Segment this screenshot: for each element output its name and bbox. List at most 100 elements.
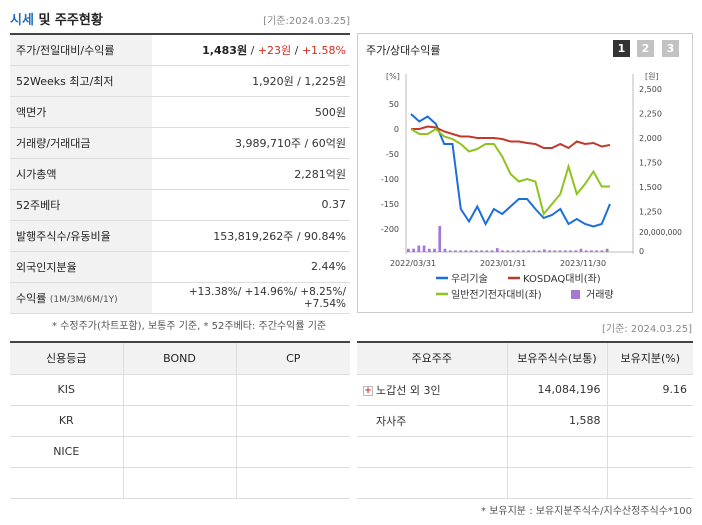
holder-name: 자사주 (376, 414, 407, 428)
volume-bar (548, 250, 551, 252)
volume-bar (443, 248, 447, 252)
volume-bar (422, 245, 426, 252)
expand-plus-icon[interactable]: + (363, 385, 373, 396)
col-header: 신용등급 (10, 342, 123, 375)
sep: / (291, 43, 302, 57)
x-tick-label: 2023/11/30 (560, 259, 606, 268)
left-tick-label: -150 (381, 200, 399, 209)
table-row: NICE (10, 436, 350, 468)
volume-bar (495, 248, 499, 252)
info-row: 시가총액 2,281억원 (10, 158, 350, 190)
legend-label: 우리기술 (451, 273, 488, 285)
table-row (357, 436, 693, 468)
change-value: +23원 (257, 43, 292, 57)
volume-bar (600, 250, 604, 252)
volume-bar (532, 250, 536, 252)
volume-bar (574, 250, 578, 252)
rating-agency: NICE (10, 436, 123, 468)
legend-label: KOSDAQ대비(좌) (523, 273, 601, 285)
volume-bar (590, 250, 593, 252)
legend-label: 거래량 (586, 289, 614, 301)
holders-header-row: 주요주주 보유주식수(보통) 보유지분(%) (357, 342, 693, 375)
series-line (411, 125, 611, 150)
volume-bar (475, 250, 478, 252)
holder-pct (606, 467, 693, 499)
volume-bar (433, 248, 436, 252)
chart-page-1-button[interactable]: 1 (613, 40, 630, 57)
left-tick-label: -50 (386, 150, 399, 159)
cp-rating (235, 467, 350, 499)
footnote-2: * 보유지분 : 보유지분주식수/지수산정주식수*100 (481, 506, 692, 517)
right-tick-label: 2,250 (639, 110, 662, 119)
volume-bar (427, 248, 431, 252)
holder-shares: 1,588 (506, 405, 607, 437)
volume-bar (490, 250, 494, 252)
info-row: 발행주식수/유동비율 153,819,262주 / 90.84% (10, 220, 350, 252)
bond-rating (122, 405, 236, 437)
credit-header-row: 신용등급 BOND CP (10, 342, 350, 375)
volume-bar (417, 245, 421, 252)
price-value: 1,483원 (202, 43, 248, 57)
volume-bar (480, 250, 483, 252)
series-line (410, 113, 611, 228)
holder-shares: 14,084,196 (506, 374, 607, 406)
bond-rating (122, 436, 236, 468)
footnote: * 수정주가(차트포함), 보통주 기준, * 52주베타: 주간수익률 기준 (52, 321, 327, 332)
info-label: 액면가 (10, 96, 152, 128)
rating-agency (10, 467, 123, 499)
cp-rating (235, 436, 350, 468)
info-value: 1,920원 / 1,225원 (152, 65, 350, 97)
returns-label: 수익률 (16, 291, 47, 305)
volume-bar (516, 250, 520, 252)
holder-pct (606, 436, 693, 468)
holder-name (357, 467, 507, 499)
table-row: 자사주 1,588 (357, 405, 693, 437)
rating-agency: KIS (10, 374, 123, 406)
col-header: 보유주식수(보통) (506, 342, 607, 375)
base-date-2: [기준: 2024.03.25] (601, 324, 692, 335)
info-label: 52Weeks 최고/최저 (10, 65, 152, 97)
title-rest: 및 주주현황 (33, 13, 103, 28)
info-value: 153,819,262주 / 90.84% (152, 220, 350, 252)
col-header: BOND (122, 342, 236, 375)
info-row: 외국인지분율 2.44% (10, 251, 350, 283)
info-value: 500원 (152, 96, 350, 128)
holder-name-cell: + 노갑선 외 3인 (357, 374, 507, 406)
right-tick-label: 1,750 (639, 159, 662, 168)
right-axis-unit: [원] (645, 72, 659, 81)
chart-page-3-button[interactable]: 3 (662, 40, 679, 57)
info-label: 거래량/거래대금 (10, 127, 152, 159)
volume-bar (569, 250, 572, 252)
volume-bar (454, 250, 457, 252)
volume-bar (605, 248, 609, 252)
info-row: 거래량/거래대금 3,989,710주 / 60억원 (10, 127, 350, 159)
chart-page-2-button[interactable]: 2 (637, 40, 654, 57)
info-label: 52주베타 (10, 189, 152, 221)
holder-pct (606, 405, 693, 437)
major-shareholders-table: 주요주주 보유주식수(보통) 보유지분(%) + 노갑선 외 3인 14,084,… (357, 341, 693, 499)
volume-bar (579, 248, 583, 252)
volume-bar (469, 250, 473, 252)
table-row: KR (10, 405, 350, 437)
info-label: 주가/전일대비/수익률 (10, 34, 152, 66)
table-row: + 노갑선 외 3인 14,084,196 9.16 (357, 374, 693, 406)
bond-rating (122, 374, 236, 406)
info-value: 0.37 (152, 189, 350, 221)
info-value: 3,989,710주 / 60억원 (152, 127, 350, 159)
info-row: 52주베타 0.37 (10, 189, 350, 221)
holder-pct: 9.16 (606, 374, 693, 406)
info-label: 발행주식수/유동비율 (10, 220, 152, 252)
holder-name-cell: 자사주 (357, 405, 507, 437)
holder-shares (506, 436, 607, 468)
price-info-table: 주가/전일대비/수익률 1,483원 / +23원 / +1.58% 52Wee… (10, 33, 350, 314)
volume-bar (501, 250, 504, 252)
chart-title: 주가/상대수익률 (366, 44, 441, 57)
info-value: 2.44% (152, 251, 350, 283)
right-tick-label: 2,500 (639, 85, 662, 94)
volume-bar (543, 249, 546, 252)
volume-tick-label: 20,000,000 (639, 228, 682, 237)
volume-bar (438, 226, 442, 252)
cp-rating (235, 405, 350, 437)
info-row: 52Weeks 최고/최저 1,920원 / 1,225원 (10, 65, 350, 97)
volume-bar (558, 250, 562, 252)
